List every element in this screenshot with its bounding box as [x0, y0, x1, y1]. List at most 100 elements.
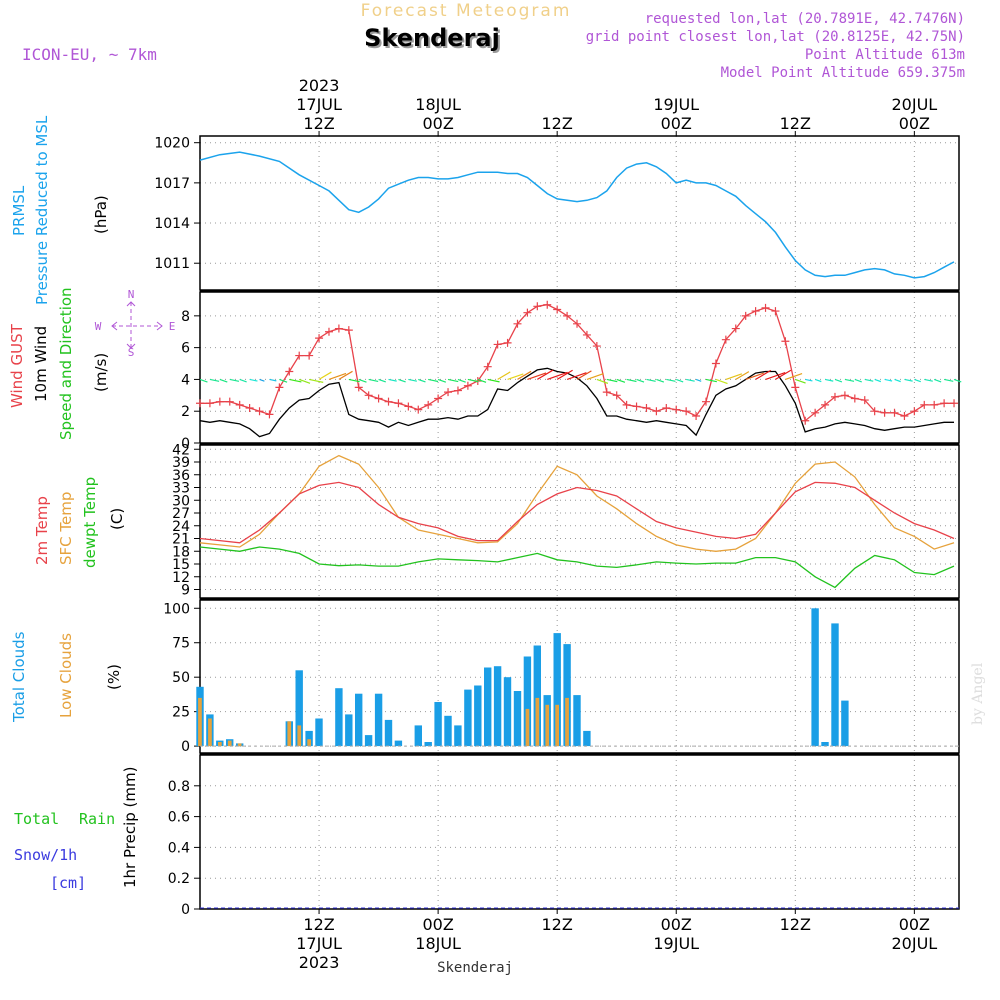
gust-marker [821, 400, 830, 409]
wind-arrow [447, 378, 459, 383]
wind-arrow [884, 378, 893, 382]
wind-arrow [933, 378, 942, 383]
time-label: 12Z [780, 915, 811, 934]
precip-unit: 1hr Precip (mm) [121, 767, 139, 888]
gust-marker [692, 411, 701, 420]
wind-arrow [537, 369, 554, 380]
gust-marker [533, 302, 542, 311]
gust-marker [463, 381, 472, 390]
gridpoint-coords: grid point closest lon,lat (20.8125E, 42… [586, 29, 965, 45]
total-cloud-bar [384, 719, 393, 747]
time-label: 17JUL [296, 95, 342, 114]
total-cloud-bar [434, 702, 442, 747]
gust-marker [811, 408, 820, 417]
low-cloud-bar [227, 740, 232, 747]
total-cloud-bar [444, 715, 452, 747]
y-tick-label: 75 [172, 636, 190, 652]
wind-arrow [527, 372, 547, 380]
y-tick-label: 33 [172, 481, 190, 497]
gust-marker [553, 305, 562, 314]
compass-s: S [128, 346, 135, 359]
wind-arrow [507, 373, 524, 380]
panel-pressure: 1011 1014 1017 1020 [154, 135, 960, 291]
low-cloud-bar [525, 708, 530, 747]
gust-marker [255, 407, 264, 416]
total-cloud-bar [464, 689, 472, 747]
gust-marker [285, 367, 294, 376]
y-tick-label: 100 [163, 601, 190, 617]
gust-marker [404, 402, 413, 411]
low-cloud-bar [208, 718, 212, 747]
wind-arrow [348, 378, 360, 383]
gust-marker [880, 408, 889, 417]
gust-marker [334, 324, 343, 333]
panel-wind: 0 2 4 6 8 [181, 291, 962, 452]
y-tick-label: 4 [181, 372, 190, 388]
wind-arrow [467, 378, 479, 383]
low-cloud-bar [218, 742, 222, 747]
y-tick-label: 27 [172, 506, 190, 522]
wind-arrow [596, 378, 609, 384]
wind-arrow [785, 373, 803, 380]
gust-marker [751, 307, 760, 316]
time-label: 00Z [661, 114, 692, 133]
total-cloud-bar [305, 730, 313, 747]
wind-arrow [616, 378, 626, 383]
total-cloud-bar [484, 667, 492, 747]
requested-coords: requested lon,lat (20.7891E, 42.7476N) [645, 11, 965, 27]
y-tick-label: 21 [172, 532, 190, 548]
wind-arrow [309, 378, 324, 383]
pressure-label-long: Pressure Reduced to MSL [33, 115, 51, 305]
wind-arrow [715, 378, 728, 385]
panel-precip: 0 0.2 0.4 0.6 0.8 [168, 754, 960, 918]
wind-arrow [914, 378, 921, 383]
low-cloud-bar [198, 697, 202, 747]
model-label: ICON-EU, ~ 7km [22, 45, 157, 64]
gust-marker [632, 402, 641, 411]
wind-arrow [676, 378, 684, 383]
wind-arrow [606, 378, 618, 383]
wind-arrow [755, 369, 772, 380]
y-tick-label: 39 [172, 455, 190, 471]
y-tick-label: 0 [181, 436, 190, 452]
total-cloud-bar [553, 633, 561, 747]
panel-frame [199, 444, 960, 599]
gust-marker [830, 392, 839, 401]
wind-arrow [338, 370, 353, 380]
y-tick-label: 0.8 [168, 779, 190, 795]
low-cloud-bar [237, 743, 242, 747]
wind-arrow [894, 378, 901, 383]
gust-marker [205, 399, 214, 408]
wind-arrow [695, 378, 702, 382]
gust-marker [702, 397, 710, 406]
wind-arrow [874, 378, 882, 383]
wind-arrow [418, 378, 426, 383]
y-tick-label: 0 [181, 739, 190, 755]
gust-marker [622, 400, 631, 409]
wind-arrow [219, 378, 228, 383]
rain-label: Rain [79, 810, 115, 828]
gust-marker [315, 334, 324, 343]
total-cloud-bar [315, 718, 323, 747]
wind-arrow [725, 373, 743, 380]
gust-marker [582, 330, 591, 339]
y-tick-label: 2 [181, 404, 190, 420]
gust-marker [860, 396, 869, 405]
wind-arrow [824, 378, 834, 382]
wind-arrow [269, 378, 277, 382]
gust-marker [215, 397, 224, 406]
total-cloud-bar [573, 695, 581, 747]
wind-arrow [586, 373, 604, 380]
time-label: 12Z [780, 114, 811, 133]
wind-arrow [408, 378, 417, 382]
low-clouds-label: Low Clouds [57, 633, 75, 718]
gust-marker [384, 397, 393, 406]
wind-arrow [666, 378, 676, 382]
gust-marker [493, 340, 502, 349]
wind-arrow [805, 378, 813, 382]
wind-arrow [953, 378, 962, 383]
y-tick-label: 42 [172, 442, 190, 458]
y-tick-label: 1014 [154, 216, 190, 232]
gust-marker [612, 391, 621, 400]
gust-marker [771, 307, 780, 316]
